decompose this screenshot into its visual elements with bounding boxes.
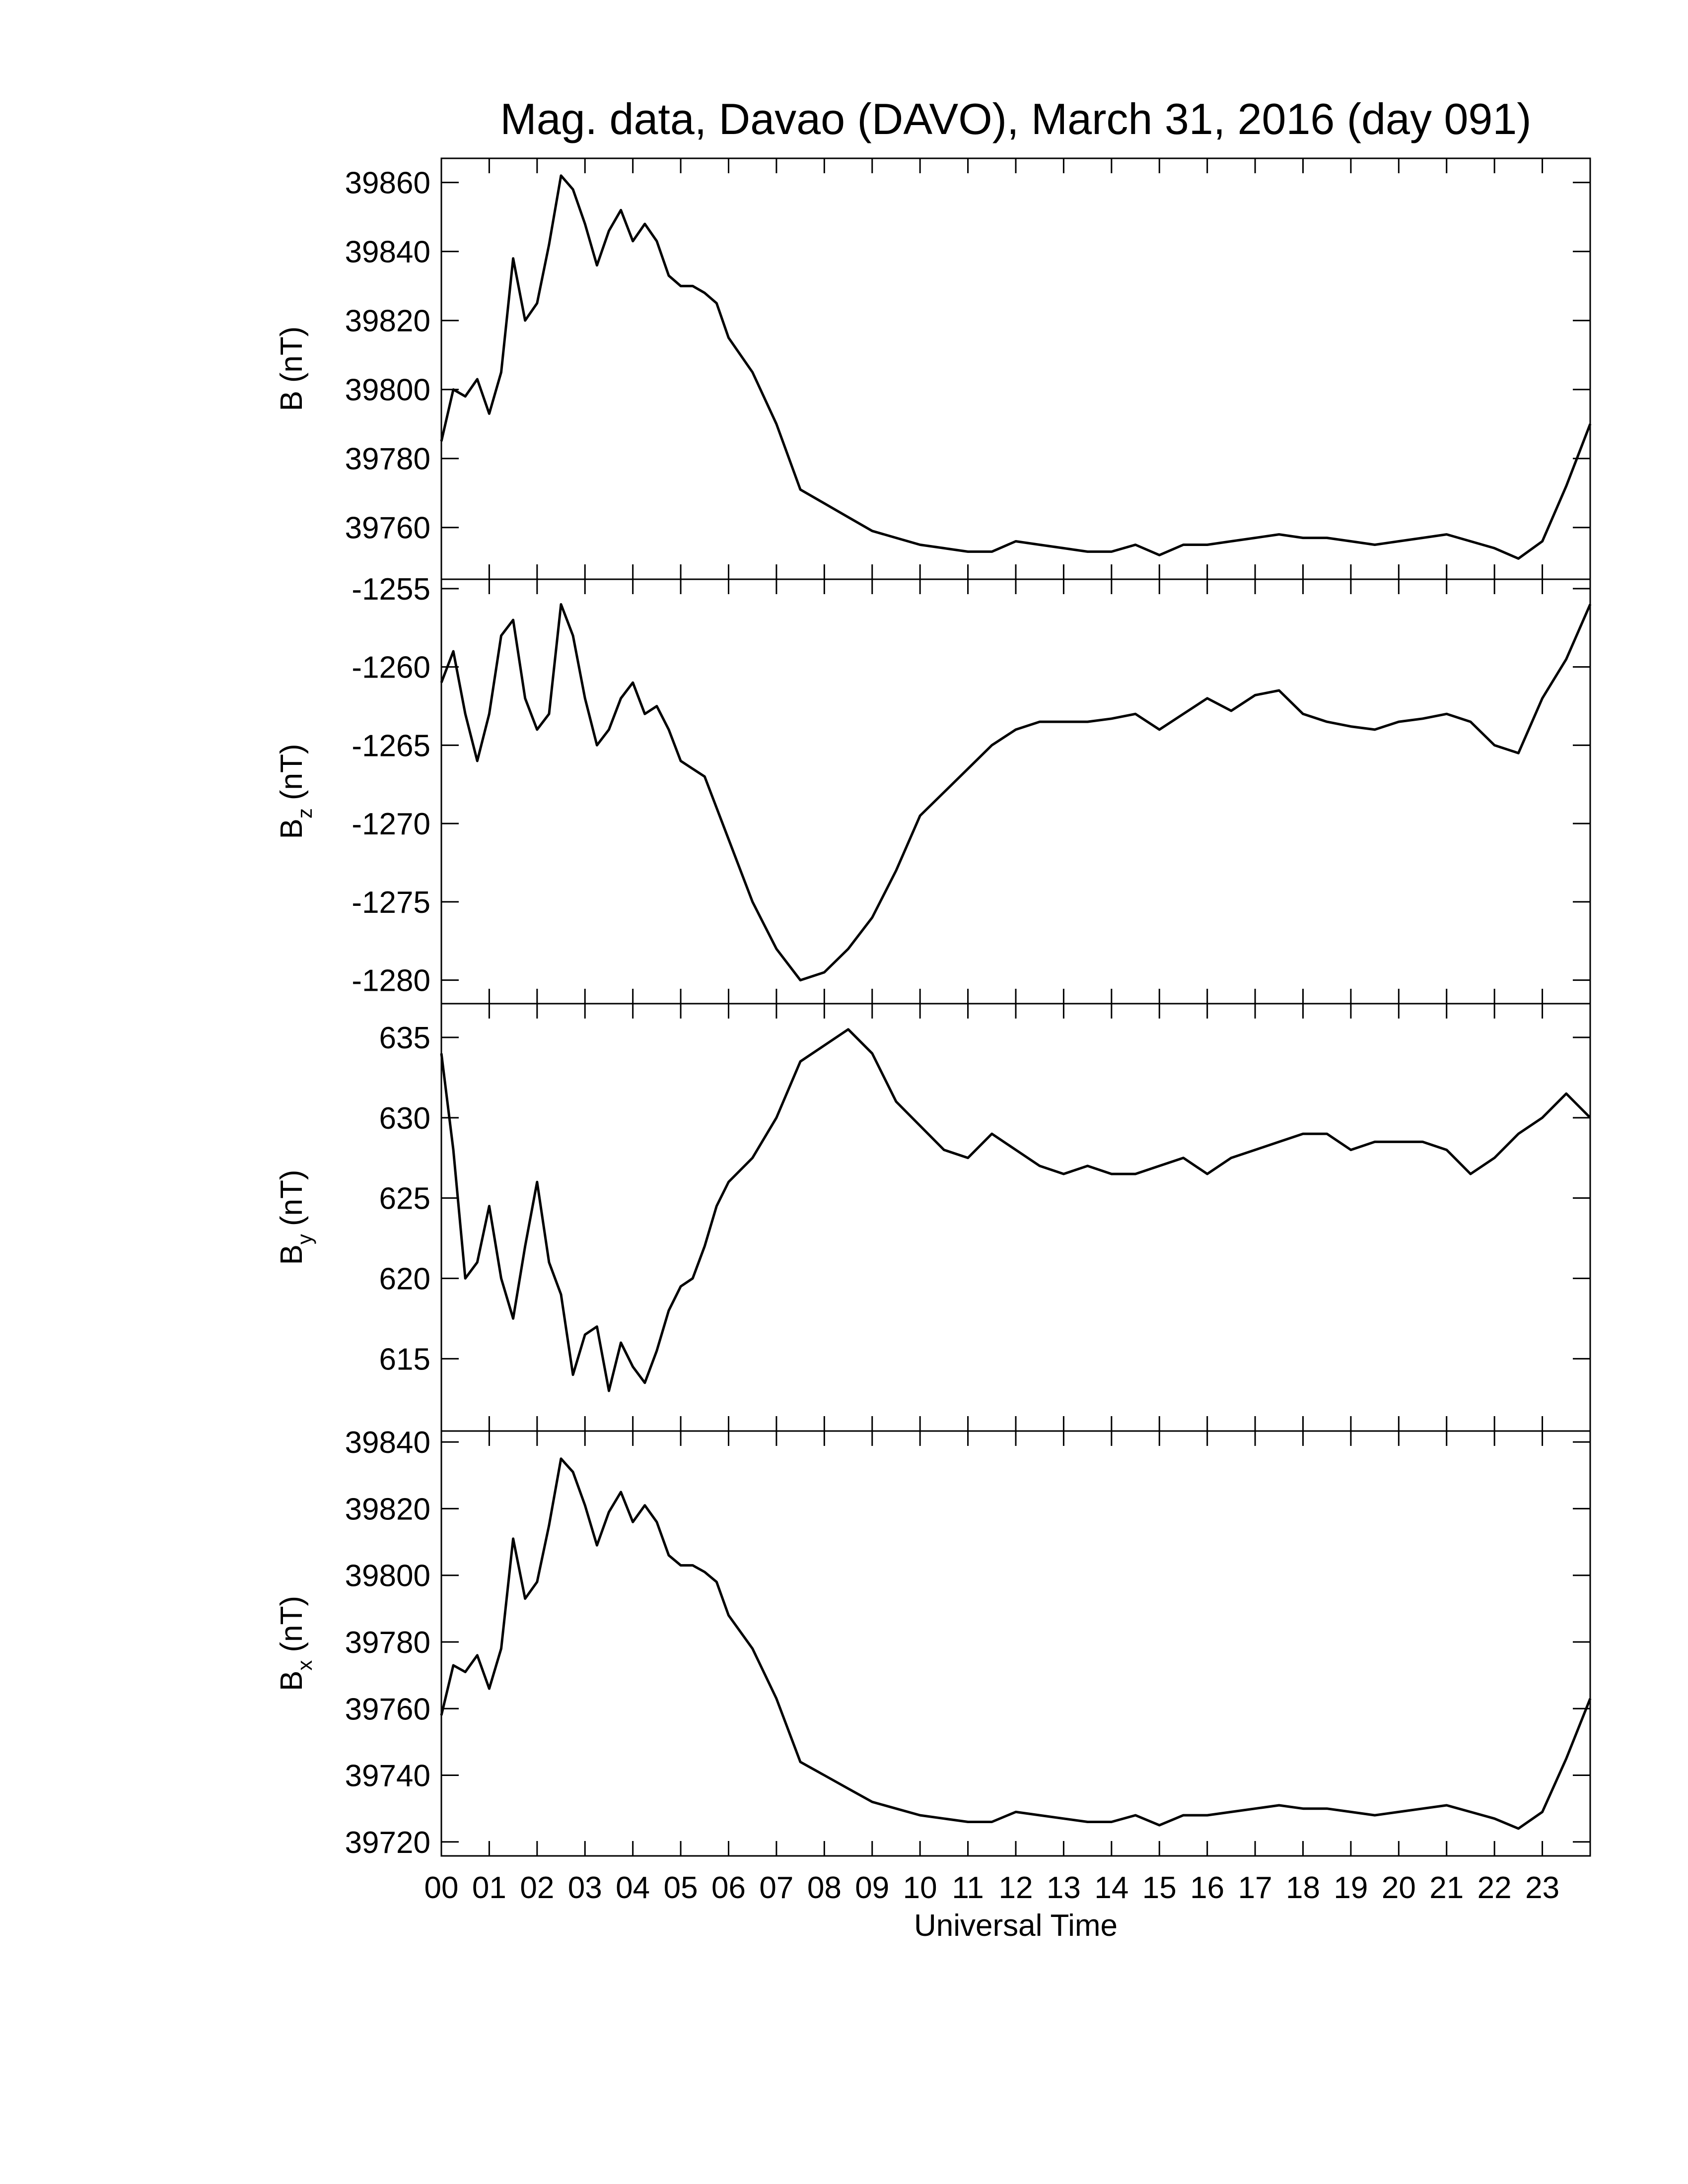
x-tick-label: 08 (807, 1871, 842, 1905)
x-tick-label: 12 (999, 1871, 1033, 1905)
y-tick-label: 39820 (345, 1492, 430, 1526)
x-tick-label: 21 (1429, 1871, 1464, 1905)
x-axis-label: Universal Time (914, 1909, 1118, 1943)
data-line (440, 174, 1592, 560)
x-tick-label: 22 (1477, 1871, 1512, 1905)
y-axis-label-unit: (nT) (275, 1596, 309, 1652)
y-tick-label: -1280 (352, 964, 430, 998)
y-tick-label: 39760 (345, 1692, 430, 1726)
y-axis-label-unit: (nT) (275, 1169, 309, 1226)
y-axis-label-symbol: B (275, 391, 309, 411)
x-tick-label: 03 (568, 1871, 602, 1905)
x-tick-label: 07 (759, 1871, 793, 1905)
y-tick-label: 39860 (345, 166, 430, 201)
y-tick-label: 625 (379, 1182, 430, 1216)
y-tick-label: 39800 (345, 373, 430, 408)
y-axis-label-subscript: z (293, 808, 316, 819)
y-tick-label: 620 (379, 1262, 430, 1297)
y-axis-label-symbol: B (275, 1244, 309, 1265)
data-line (440, 603, 1592, 982)
y-axis-label-symbol: B (275, 819, 309, 839)
y-axis-label-unit: (nT) (275, 326, 309, 383)
x-tick-label: 23 (1525, 1871, 1559, 1905)
y-tick-label: -1260 (352, 651, 430, 685)
y-tick-label: 39740 (345, 1759, 430, 1793)
x-tick-label: 13 (1047, 1871, 1081, 1905)
x-tick-label: 17 (1238, 1871, 1272, 1905)
y-axis-label-subscript: y (293, 1234, 316, 1244)
y-axis-label: Bx (nT) (275, 1596, 316, 1691)
y-axis-label: B (nT) (275, 326, 309, 411)
x-tick-label: 16 (1190, 1871, 1224, 1905)
y-tick-label: -1265 (352, 729, 430, 763)
y-tick-label: 39800 (345, 1559, 430, 1593)
y-axis-label-unit: (nT) (275, 744, 309, 800)
y-tick-label: 39840 (345, 235, 430, 270)
x-tick-label: 05 (664, 1871, 698, 1905)
y-tick-label: -1270 (352, 807, 430, 841)
y-tick-label: -1275 (352, 886, 430, 920)
y-tick-label: 615 (379, 1342, 430, 1376)
plot-frame (440, 578, 1591, 1005)
y-tick-label: -1255 (352, 572, 430, 607)
data-line (440, 1457, 1592, 1830)
x-tick-label: 09 (855, 1871, 889, 1905)
y-axis-label: By (nT) (275, 1169, 316, 1265)
y-tick-label: 39780 (345, 1626, 430, 1660)
y-tick-label: 39760 (345, 511, 430, 546)
y-axis-label-symbol: B (275, 1671, 309, 1691)
y-axis-label-subscript: x (293, 1660, 316, 1671)
y-tick-label: 39720 (345, 1826, 430, 1860)
x-tick-label: 20 (1382, 1871, 1416, 1905)
x-tick-label: 06 (711, 1871, 746, 1905)
data-line (440, 1028, 1591, 1392)
y-tick-label: 39780 (345, 442, 430, 477)
x-tick-label: 01 (472, 1871, 506, 1905)
y-tick-label: 39840 (345, 1426, 430, 1460)
y-tick-label: 630 (379, 1101, 430, 1136)
x-tick-label: 11 (952, 1871, 984, 1905)
y-axis-label: Bz (nT) (275, 744, 316, 839)
chart-title: Mag. data, Davao (DAVO), March 31, 2016 … (500, 94, 1531, 143)
x-tick-label: 02 (520, 1871, 554, 1905)
y-tick-label: 635 (379, 1021, 430, 1055)
x-tick-label: 15 (1142, 1871, 1177, 1905)
plot-frame (440, 1430, 1591, 1857)
x-tick-label: 19 (1334, 1871, 1368, 1905)
x-tick-label: 00 (424, 1871, 459, 1905)
x-tick-label: 10 (903, 1871, 937, 1905)
x-tick-label: 14 (1094, 1871, 1128, 1905)
x-tick-label: 18 (1286, 1871, 1320, 1905)
x-tick-label: 04 (616, 1871, 650, 1905)
y-tick-label: 39820 (345, 304, 430, 339)
